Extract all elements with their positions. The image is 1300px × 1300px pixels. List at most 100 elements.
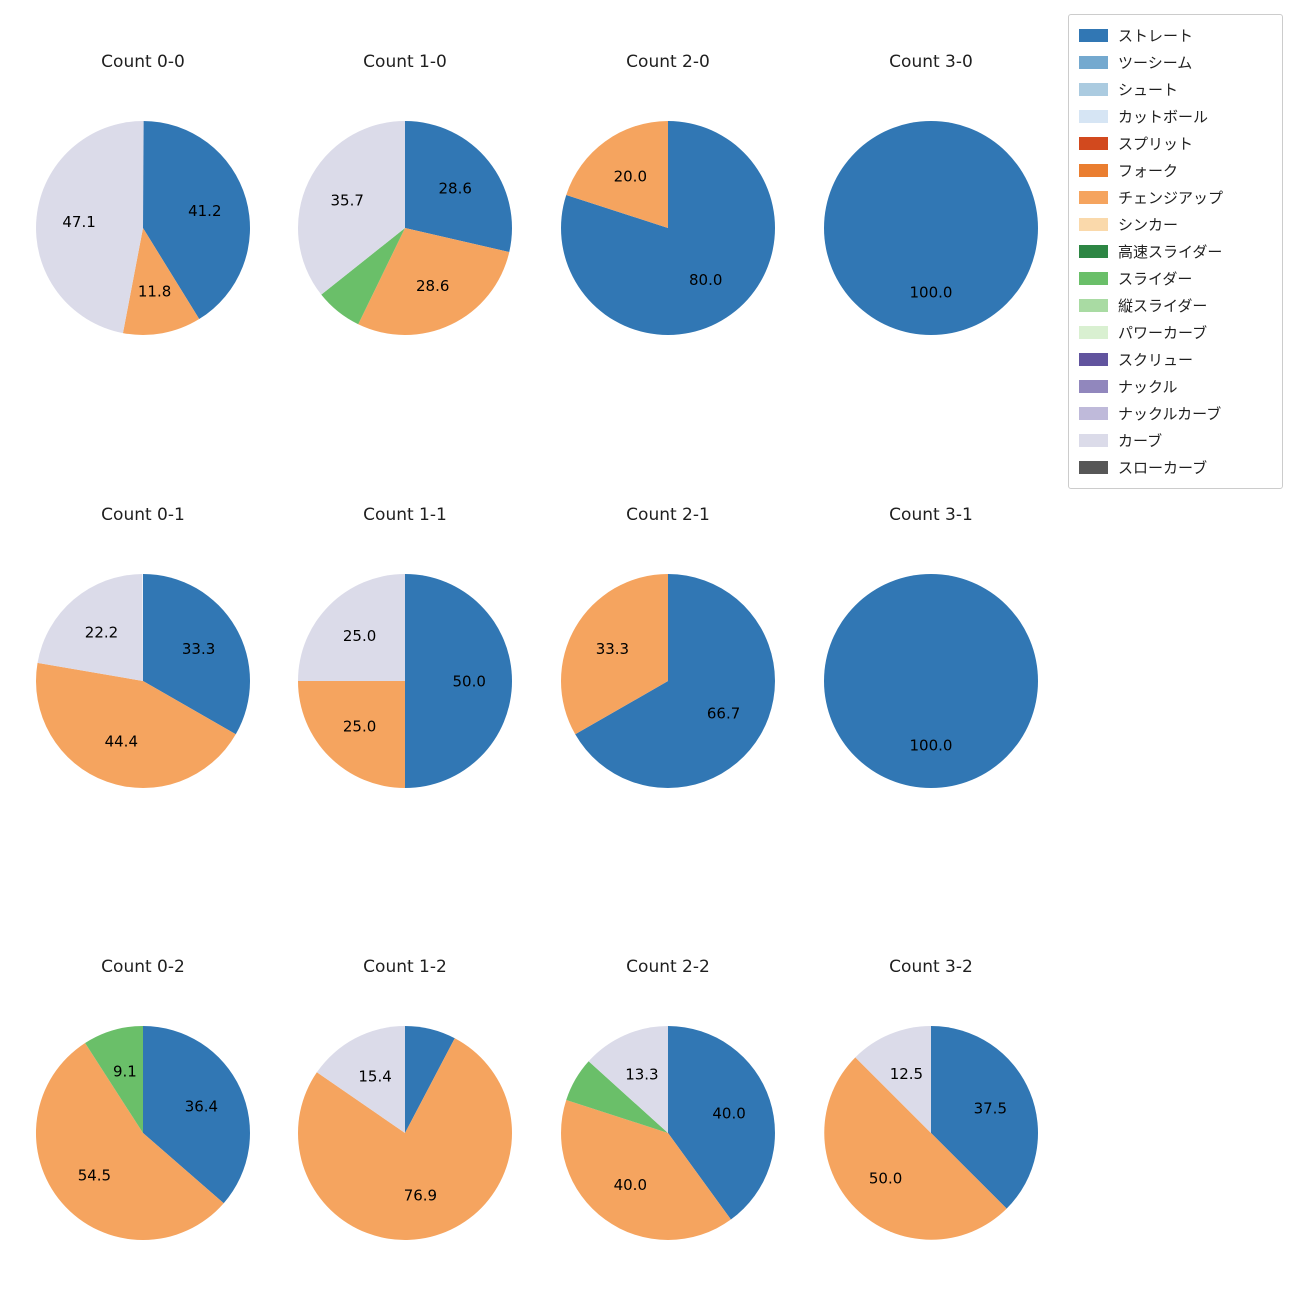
pie-percent-label: 11.8 [138, 282, 171, 300]
pie-percent-label: 41.2 [188, 202, 221, 220]
legend-label: 縦スライダー [1118, 297, 1208, 315]
pie-percent-label: 50.0 [452, 672, 485, 690]
pie-slice-2 [855, 1026, 931, 1133]
pie-slice-3 [588, 1026, 668, 1133]
pie-slice-0 [824, 574, 1038, 788]
legend-item: シンカー [1079, 211, 1272, 238]
pie-chart-count-0-2: Count 0-2 36.4 54.5 9.1 [13, 955, 273, 1247]
chart-title: Count 3-0 [889, 52, 973, 72]
pie-slice-2 [321, 228, 405, 325]
pie-percent-label: 54.5 [78, 1166, 111, 1184]
legend-color-swatch [1079, 191, 1108, 204]
pie-percent-label: 36.4 [185, 1098, 218, 1116]
pie-slice-2 [566, 1061, 668, 1133]
pie-percent-label: 33.3 [182, 640, 215, 658]
legend-color-swatch [1079, 380, 1108, 393]
chart-title: Count 2-1 [626, 505, 710, 525]
pie-slice-0 [824, 121, 1038, 335]
legend-color-swatch [1079, 110, 1108, 123]
chart-title: Count 3-2 [889, 957, 973, 977]
legend-item: フォーク [1079, 157, 1272, 184]
pie-percent-label: 22.2 [85, 623, 118, 641]
pie-percent-label: 12.5 [890, 1065, 923, 1083]
legend-label: シンカー [1118, 216, 1179, 234]
legend-label: ツーシーム [1118, 54, 1193, 72]
pie-percent-label: 33.3 [596, 640, 629, 658]
pie-slice-2 [36, 120, 144, 334]
pie-slice-0 [405, 574, 512, 788]
chart-title: Count 2-0 [626, 52, 710, 72]
pie-slice-0 [143, 121, 251, 320]
legend-item: カーブ [1079, 427, 1272, 454]
legend-item: カットボール [1079, 103, 1272, 130]
chart-title: Count 2-2 [626, 957, 710, 977]
pie-svg: 36.4 54.5 9.1 [35, 1026, 250, 1241]
legend-item: 縦スライダー [1079, 292, 1272, 319]
legend-label: カットボール [1118, 108, 1209, 126]
pie-percent-label: 25.0 [343, 718, 376, 736]
chart-title: Count 0-2 [101, 957, 185, 977]
pie-slice-0 [143, 1026, 250, 1204]
legend-item: ストレート [1079, 22, 1272, 49]
legend-label: スローカーブ [1118, 459, 1208, 477]
pie-slice-1 [35, 1043, 224, 1241]
legend-color-swatch [1079, 137, 1108, 150]
pie-slice-0 [143, 574, 251, 735]
pie-chart-count-3-0: Count 3-0 100.0 [801, 50, 1061, 342]
pie-slice-1 [358, 228, 510, 336]
legend-label: スライダー [1118, 270, 1193, 288]
legend-label: ストレート [1118, 27, 1194, 45]
legend-color-swatch [1079, 83, 1108, 96]
pie-percent-label: 25.0 [343, 627, 376, 645]
pie-slice-0 [405, 1026, 455, 1133]
pie-slice-1 [824, 1057, 1007, 1240]
pie-slice-0 [405, 121, 512, 252]
pie-percent-label: 28.6 [438, 179, 471, 197]
legend-item: ナックル [1079, 373, 1272, 400]
pie-percent-label: 35.7 [330, 191, 363, 209]
pie-svg: 66.7 33.3 [560, 574, 775, 788]
pie-slice-3 [297, 120, 405, 295]
legend-label: チェンジアップ [1118, 189, 1224, 207]
pie-svg: 50.0 25.0 25.0 [298, 574, 512, 788]
legend-label: シュート [1118, 81, 1179, 99]
pie-percent-label: 44.4 [105, 733, 138, 751]
legend-color-swatch [1079, 461, 1108, 474]
pie-percent-label: 28.6 [416, 277, 449, 295]
pie-svg: 100.0 [824, 574, 1038, 788]
legend-item: スローカーブ [1079, 454, 1272, 481]
chart-title: Count 0-1 [101, 505, 185, 525]
legend-color-swatch [1079, 407, 1108, 420]
chart-title: Count 1-0 [363, 52, 447, 72]
pie-slice-1 [36, 662, 236, 789]
pie-percent-label: 80.0 [689, 271, 722, 289]
pie-svg: 80.0 20.0 [561, 121, 776, 335]
legend-label: 高速スライダー [1118, 243, 1223, 261]
pie-percent-label: 20.0 [614, 167, 647, 185]
legend-item: スプリット [1079, 130, 1272, 157]
chart-title: Count 3-1 [889, 505, 973, 525]
legend-color-swatch [1079, 353, 1108, 366]
pie-chart-count-3-2: Count 3-2 37.5 50.0 12.5 [801, 955, 1061, 1247]
legend-label: ナックル [1118, 378, 1178, 396]
legend-item: ナックルカーブ [1079, 400, 1272, 427]
legend-color-swatch [1079, 326, 1108, 339]
legend-label: ナックルカーブ [1118, 405, 1222, 423]
pie-slice-0 [668, 1026, 775, 1220]
pie-chart-count-1-0: Count 1-0 28.6 28.6 35.7 [275, 50, 535, 342]
pie-chart-count-0-1: Count 0-1 33.3 44.4 22.2 [13, 503, 273, 795]
pie-svg: 37.5 50.0 12.5 [824, 1026, 1038, 1240]
legend-color-swatch [1079, 299, 1108, 312]
pie-percent-label: 50.0 [869, 1170, 902, 1188]
pie-slice-2 [316, 1026, 405, 1133]
legend-color-swatch [1079, 434, 1108, 447]
chart-title: Count 0-0 [101, 52, 185, 72]
legend-color-swatch [1079, 218, 1108, 231]
pie-percent-label: 40.0 [614, 1176, 647, 1194]
legend-label: スプリット [1118, 135, 1194, 153]
pie-percent-label: 15.4 [358, 1067, 391, 1085]
pie-chart-count-0-0: Count 0-0 41.2 11.8 47.1 [13, 50, 273, 342]
legend-label: スクリュー [1118, 351, 1194, 369]
legend-item: スクリュー [1079, 346, 1272, 373]
